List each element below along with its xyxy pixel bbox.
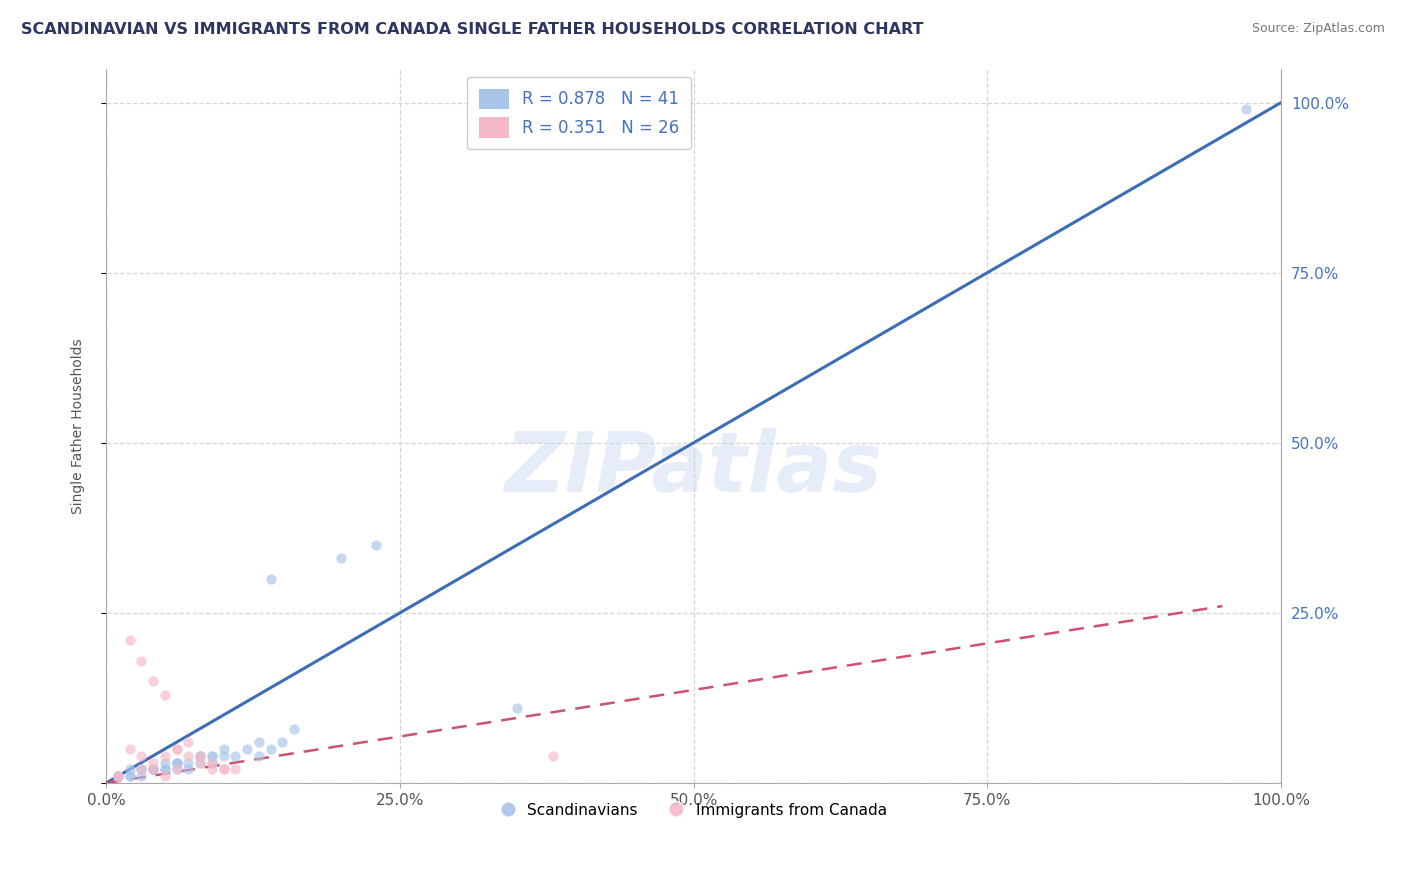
Point [166, 756, 188, 770]
Point [131, 654, 153, 668]
Text: ZIPatlas: ZIPatlas [505, 428, 883, 509]
Point [107, 769, 129, 783]
Point [166, 756, 188, 770]
Point [118, 769, 141, 783]
Text: SCANDINAVIAN VS IMMIGRANTS FROM CANADA SINGLE FATHER HOUSEHOLDS CORRELATION CHAR: SCANDINAVIAN VS IMMIGRANTS FROM CANADA S… [21, 22, 924, 37]
Point [107, 769, 129, 783]
Y-axis label: Single Father Households: Single Father Households [72, 338, 86, 514]
Point [201, 763, 224, 777]
Point [131, 763, 153, 777]
Text: Source: ZipAtlas.com: Source: ZipAtlas.com [1251, 22, 1385, 36]
Point [142, 763, 165, 777]
Point [188, 748, 211, 763]
Point [131, 769, 153, 783]
Point [142, 673, 165, 688]
Point [201, 756, 224, 770]
Point [259, 572, 281, 586]
Point [166, 756, 188, 770]
Point [118, 769, 141, 783]
Point [247, 735, 270, 749]
Point [166, 742, 188, 756]
Point [142, 763, 165, 777]
Point [283, 722, 305, 736]
Point [212, 748, 235, 763]
Point [247, 748, 270, 763]
Point [131, 763, 153, 777]
Point [188, 748, 211, 763]
Point [153, 688, 176, 702]
Point [142, 763, 165, 777]
Point [506, 701, 529, 715]
Point [118, 742, 141, 756]
Point [177, 756, 200, 770]
Point [541, 748, 564, 763]
Point [201, 748, 224, 763]
Point [142, 763, 165, 777]
Point [271, 735, 294, 749]
Point [1234, 103, 1257, 117]
Point [188, 756, 211, 770]
Point [188, 748, 211, 763]
Point [131, 763, 153, 777]
Point [212, 742, 235, 756]
Point [236, 742, 259, 756]
Point [330, 551, 353, 566]
Point [153, 763, 176, 777]
Point [107, 769, 129, 783]
Point [107, 769, 129, 783]
Point [201, 756, 224, 770]
Point [259, 742, 281, 756]
Point [131, 748, 153, 763]
Point [153, 748, 176, 763]
Point [153, 769, 176, 783]
Point [118, 633, 141, 648]
Point [166, 763, 188, 777]
Point [201, 748, 224, 763]
Point [212, 763, 235, 777]
Point [166, 742, 188, 756]
Point [166, 763, 188, 777]
Point [177, 748, 200, 763]
Point [177, 735, 200, 749]
Point [177, 763, 200, 777]
Legend: Scandinavians, Immigrants from Canada: Scandinavians, Immigrants from Canada [492, 795, 894, 825]
Point [153, 756, 176, 770]
Point [118, 763, 141, 777]
Point [366, 538, 388, 552]
Point [212, 763, 235, 777]
Point [224, 763, 246, 777]
Point [224, 748, 246, 763]
Point [153, 763, 176, 777]
Point [107, 769, 129, 783]
Point [188, 756, 211, 770]
Point [142, 756, 165, 770]
